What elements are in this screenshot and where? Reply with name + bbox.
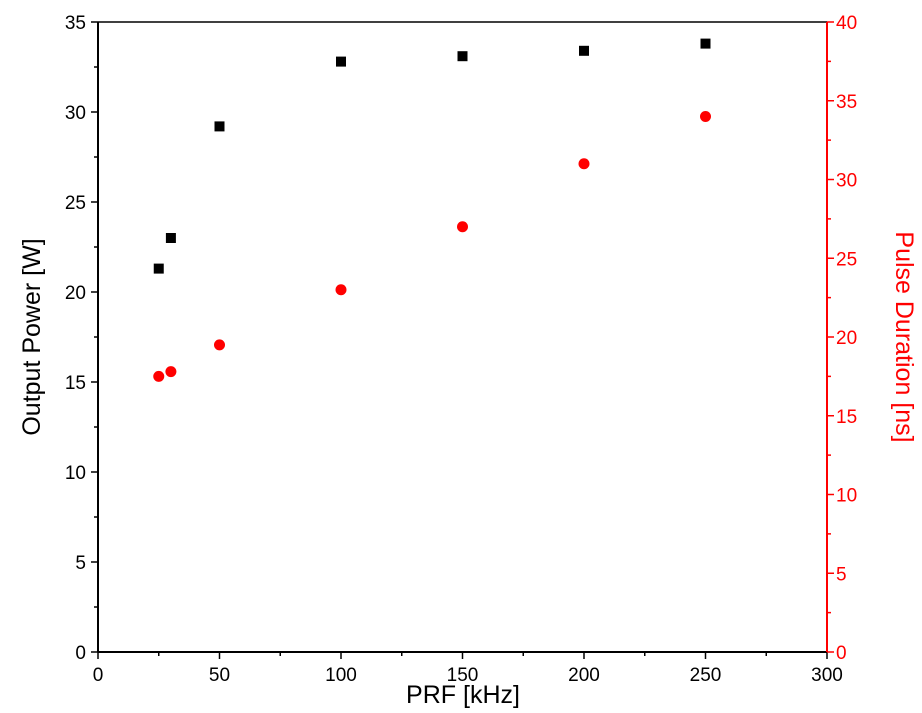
power-data-point [336, 56, 346, 67]
pulse-duration-data-point [578, 158, 590, 170]
power-data-point [214, 121, 225, 132]
y-left-tick-label: 20 [65, 283, 86, 304]
y-right-tick-label: 5 [836, 564, 847, 585]
y-left-tick-label: 25 [65, 193, 86, 214]
y-right-tick-label: 30 [836, 171, 857, 192]
y-left-tick-label: 10 [65, 463, 86, 484]
power-data-point [457, 51, 468, 62]
y-left-tick-label: 35 [65, 13, 86, 34]
y-axis-right-title: Pulse Duration [ns] [890, 231, 918, 442]
x-tick-label: 150 [447, 665, 479, 686]
y-left-tick-label: 0 [75, 643, 86, 664]
x-tick-label: 50 [209, 665, 230, 686]
y-left-tick-label: 15 [65, 373, 86, 394]
x-tick-label: 300 [811, 665, 843, 686]
power-data-point [579, 45, 589, 56]
y-right-tick-label: 25 [836, 249, 857, 270]
power-data-point [165, 233, 176, 243]
pulse-duration-data-point [153, 370, 165, 382]
x-axis-title: PRF [kHz] [406, 681, 520, 709]
pulse-duration-data-point [700, 111, 711, 122]
pulse-duration-data-point [165, 366, 177, 378]
y-right-tick-label: 10 [836, 486, 857, 507]
pulse-duration-data-point [214, 339, 225, 351]
y-right-tick-label: 0 [836, 643, 847, 664]
data-marks [153, 38, 711, 382]
y-left-tick-label: 30 [65, 103, 86, 124]
x-tick-label: 0 [93, 665, 104, 686]
power-data-point [700, 38, 711, 49]
y-axis-left-title: Output Power [W] [18, 238, 46, 435]
x-tick-label: 100 [325, 665, 357, 686]
power-data-point [153, 263, 164, 274]
y-right-tick-label: 20 [836, 328, 857, 349]
x-tick-label: 250 [690, 665, 722, 686]
y-right-tick-label: 15 [836, 407, 857, 428]
plot-area: 0 50 100 150 200 250 3000510152025303505101520… [65, 13, 857, 686]
y-right-tick-label: 35 [836, 92, 857, 113]
pulse-duration-data-point [335, 284, 347, 296]
pulse-duration-data-point [457, 221, 468, 233]
y-right-tick-label: 40 [836, 13, 857, 34]
x-tick-label: 200 [568, 665, 600, 686]
y-left-tick-label: 5 [75, 553, 86, 574]
